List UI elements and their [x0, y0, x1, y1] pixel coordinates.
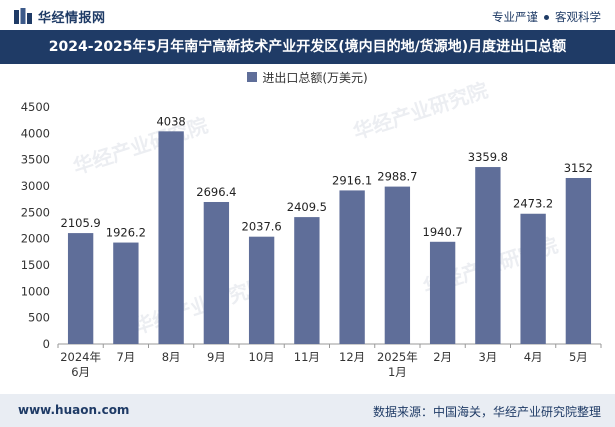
x-tick-label-5: 11月	[294, 350, 320, 364]
chart-legend: 进出口总额(万美元)	[0, 68, 615, 86]
y-tick-label-8: 4000	[21, 126, 50, 140]
x-tick-label-8: 2月	[433, 350, 452, 364]
bar-5	[294, 217, 320, 344]
y-tick-label-4: 2000	[21, 232, 50, 246]
x-tick-label-0: 2024年 6月	[60, 350, 101, 379]
data-label-1: 1926.2	[106, 226, 146, 240]
bar-6	[339, 190, 365, 344]
y-tick-label-1: 500	[28, 311, 50, 325]
data-label-10: 2473.2	[513, 197, 553, 211]
y-tick-label-6: 3000	[21, 179, 50, 193]
x-tick-label-10: 4月	[524, 350, 543, 364]
data-label-11: 3152	[564, 161, 593, 175]
bar-11	[565, 177, 592, 344]
y-tick-label-2: 1000	[21, 284, 50, 298]
data-label-3: 2696.4	[196, 185, 236, 199]
x-tick-label-11: 5月	[569, 350, 588, 364]
footer-website: www.huaon.com	[18, 403, 130, 417]
bar-10	[520, 213, 546, 344]
x-tick-label-1: 7月	[116, 350, 135, 364]
slogan-right: 客观科学	[555, 10, 601, 24]
x-tick-label-4: 10月	[249, 350, 275, 364]
bar-9	[475, 167, 501, 344]
bar-4	[248, 236, 275, 344]
chart-title: 2024-2025年5月年南宁高新技术产业开发区(境内目的地/货源地)月度进出口…	[48, 39, 567, 55]
y-tick-label-0: 0	[43, 337, 50, 351]
data-label-7: 2988.7	[377, 170, 417, 184]
top-bar: 华经情报网 专业严谨 客观科学	[0, 0, 615, 30]
data-label-9: 3359.8	[468, 150, 508, 164]
data-label-6: 2916.1	[332, 173, 372, 187]
slogan-left: 专业严谨	[492, 10, 538, 24]
x-tick-label-6: 12月	[339, 350, 365, 364]
legend-label: 进出口总额(万美元)	[262, 70, 368, 85]
x-tick-label-7: 2025年 1月	[377, 350, 418, 379]
legend-swatch	[247, 72, 258, 82]
data-label-2: 4038	[156, 114, 185, 128]
brand-logo: 华经情报网	[14, 7, 106, 26]
bar-0	[67, 233, 94, 344]
slogan: 专业严谨 客观科学	[492, 9, 601, 25]
x-tick-label-9: 3月	[478, 350, 497, 364]
data-label-0: 2105.9	[61, 216, 101, 230]
x-tick-label-3: 9月	[207, 350, 226, 364]
bar-8	[429, 241, 456, 344]
data-label-8: 1940.7	[423, 225, 463, 239]
data-label-4: 2037.6	[242, 220, 282, 234]
slogan-dot-icon	[544, 14, 549, 20]
x-tick-label-2: 8月	[162, 350, 181, 364]
footer-bar: www.huaon.com 数据来源：中国海关，华经产业研究院整理	[0, 394, 615, 427]
brand-name: 华经情报网	[38, 10, 106, 26]
data-label-5: 2409.5	[287, 200, 327, 214]
y-tick-label-7: 3500	[21, 153, 50, 167]
bar-chart: 0 500 1000 1500 2000 2500 3000 3500 4000 4500 2105…	[21, 100, 602, 379]
brand-logo-icon	[14, 8, 32, 24]
y-tick-label-5: 2500	[21, 205, 50, 219]
y-tick-label-9: 4500	[21, 100, 50, 114]
bar-3	[203, 201, 230, 344]
bar-1	[113, 242, 139, 344]
y-tick-label-3: 1500	[21, 258, 50, 272]
footer-source: 数据来源：中国海关，华经产业研究院整理	[372, 405, 601, 419]
bar-2	[158, 131, 184, 344]
title-bar: 2024-2025年5月年南宁高新技术产业开发区(境内目的地/货源地)月度进出口…	[0, 30, 615, 64]
bar-7	[384, 186, 411, 344]
